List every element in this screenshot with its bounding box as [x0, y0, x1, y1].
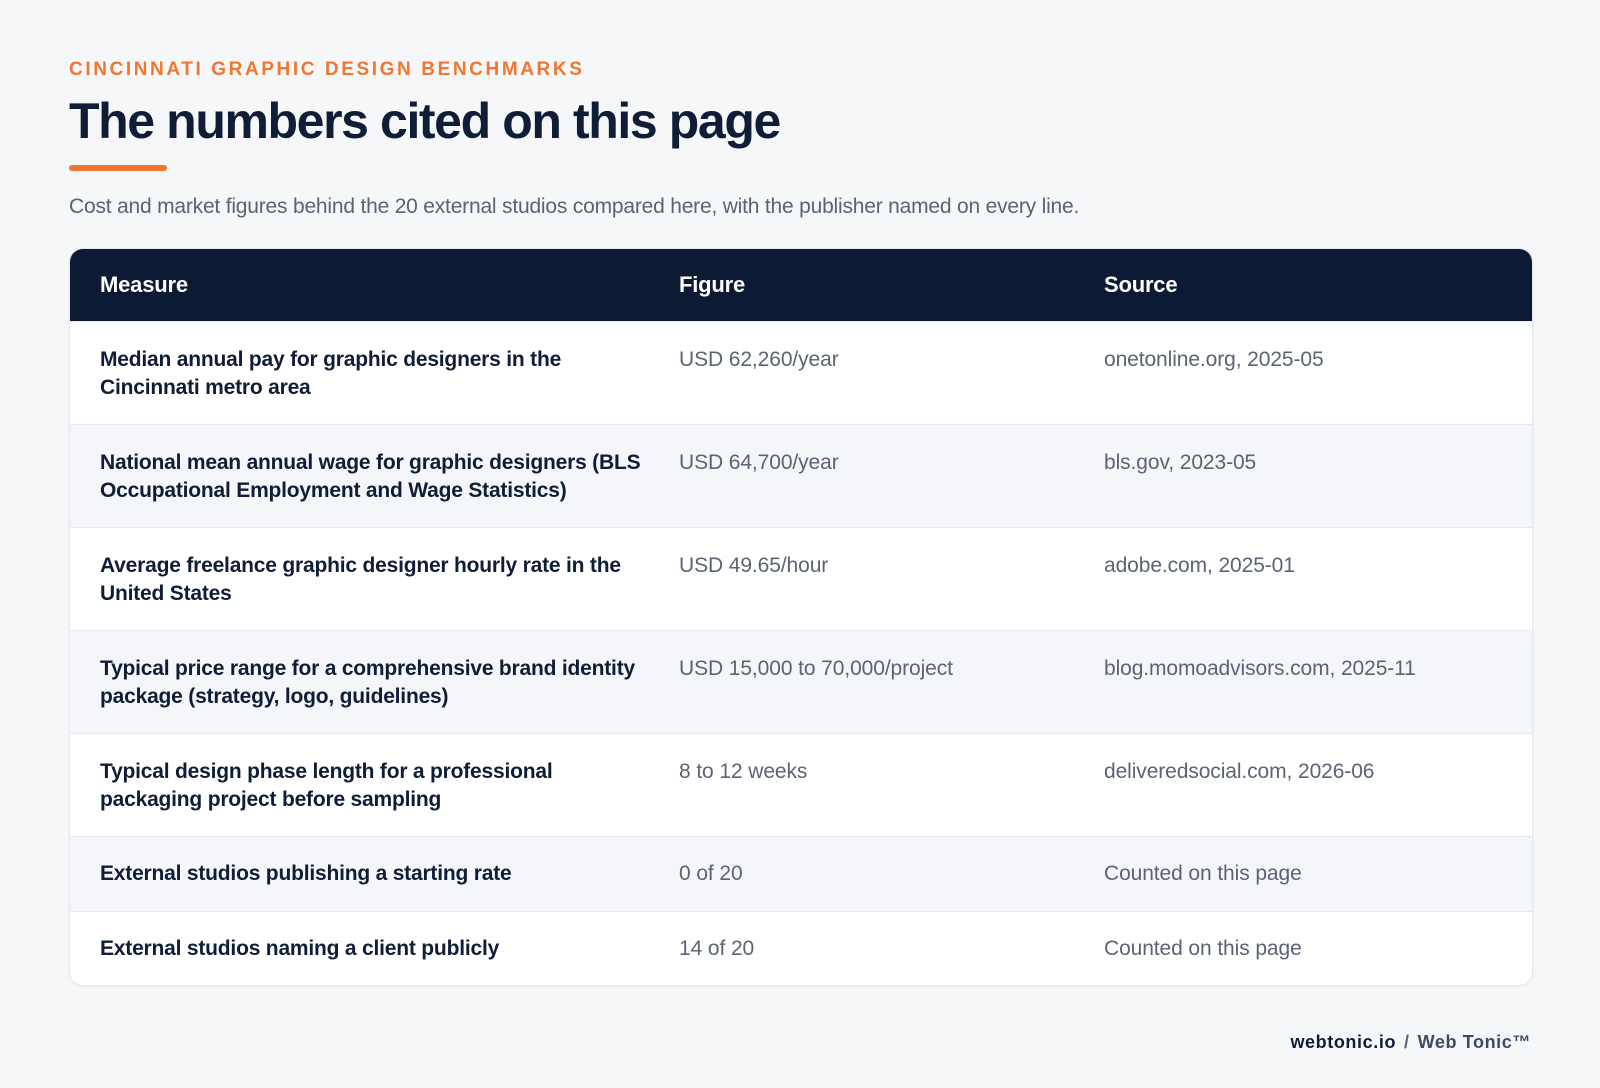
benchmarks-page: CINCINNATI GRAPHIC DESIGN BENCHMARKS The…: [69, 56, 1533, 986]
column-header-figure: Figure: [679, 272, 746, 297]
page-subtitle: Cost and market figures behind the 20 ex…: [69, 195, 1080, 218]
footer-credit: webtonic.io / Web Tonic™: [1290, 1030, 1531, 1054]
source-cell: onetonline.org, 2025-05: [1104, 348, 1324, 371]
figure-cell: 14 of 20: [679, 937, 755, 960]
measure-cell: Median annual pay for graphic designers …: [100, 348, 562, 399]
measure-cell: Typical price range for a comprehensive …: [100, 657, 635, 708]
benchmarks-table: Measure Figure Source Median annual pay …: [69, 248, 1533, 986]
source-cell: Counted on this page: [1104, 937, 1302, 960]
source-cell: deliveredsocial.com, 2026-06: [1104, 760, 1375, 783]
source-cell: bls.gov, 2023-05: [1104, 451, 1257, 474]
figure-cell: 8 to 12 weeks: [679, 760, 808, 783]
measure-cell: Average freelance graphic designer hourl…: [100, 554, 621, 605]
measure-cell: External studios naming a client publicl…: [100, 937, 500, 960]
table-row: Median annual pay for graphic designers …: [70, 321, 1532, 424]
table-row: National mean annual wage for graphic de…: [70, 424, 1532, 527]
measure-cell: National mean annual wage for graphic de…: [100, 451, 641, 502]
column-header-source: Source: [1104, 272, 1178, 297]
measure-cell: External studios publishing a starting r…: [100, 862, 512, 885]
footer-domain: webtonic.io: [1290, 1032, 1397, 1052]
table-row: Average freelance graphic designer hourl…: [70, 527, 1532, 630]
table-row: Typical design phase length for a profes…: [70, 733, 1532, 836]
table-row: External studios publishing a starting r…: [70, 836, 1532, 911]
figure-cell: USD 49.65/hour: [679, 554, 829, 577]
source-cell: blog.momoadvisors.com, 2025-11: [1104, 657, 1416, 680]
figure-cell: USD 64,700/year: [679, 451, 839, 474]
table-row: External studios naming a client publicl…: [70, 911, 1532, 985]
figure-cell: USD 62,260/year: [679, 348, 839, 371]
figure-cell: USD 15,000 to 70,000/project: [679, 657, 953, 680]
source-cell: Counted on this page: [1104, 862, 1302, 885]
footer-separator: /: [1404, 1032, 1410, 1052]
column-header-measure: Measure: [100, 272, 188, 297]
table-row: Typical price range for a comprehensive …: [70, 630, 1532, 733]
measure-cell: Typical design phase length for a profes…: [100, 760, 553, 811]
page-title: The numbers cited on this page: [69, 93, 781, 149]
eyebrow-label: CINCINNATI GRAPHIC DESIGN BENCHMARKS: [69, 59, 585, 80]
source-cell: adobe.com, 2025-01: [1104, 554, 1295, 577]
title-underline: [69, 165, 167, 171]
table-header: Measure Figure Source: [70, 249, 1532, 321]
figure-cell: 0 of 20: [679, 862, 743, 885]
footer-brand: Web Tonic™: [1417, 1032, 1531, 1052]
